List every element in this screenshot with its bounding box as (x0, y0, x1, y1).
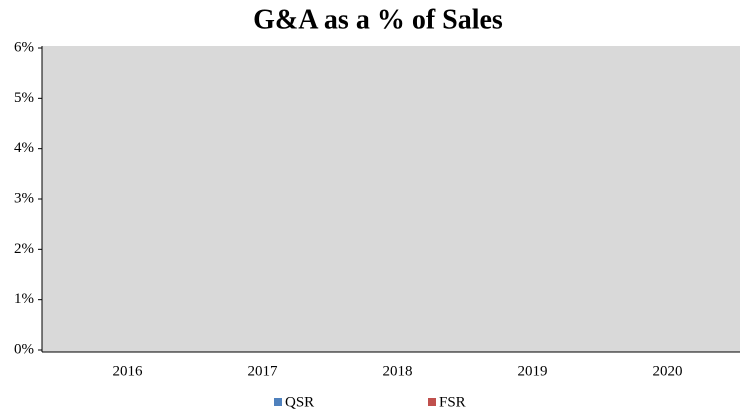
x-tick-label: 2018 (383, 363, 413, 379)
x-tick-label: 2019 (518, 363, 548, 379)
y-tick-label: 1% (14, 291, 34, 307)
y-tick-label: 5% (14, 90, 34, 106)
plot-area (42, 46, 740, 352)
x-tick-label: 2020 (653, 363, 683, 379)
legend-label: FSR (439, 394, 466, 410)
legend-label: QSR (285, 394, 314, 410)
x-tick-label: 2016 (113, 363, 144, 379)
y-tick-label: 3% (14, 190, 34, 206)
legend-swatch (274, 398, 282, 406)
y-tick-label: 6% (14, 39, 34, 55)
x-tick-label: 2017 (248, 363, 279, 379)
y-tick-label: 4% (14, 140, 34, 156)
y-tick-label: 2% (14, 241, 34, 257)
legend-swatch (428, 398, 436, 406)
chart-title: G&A as a % of Sales (253, 4, 503, 35)
y-tick-label: 0% (14, 341, 34, 357)
